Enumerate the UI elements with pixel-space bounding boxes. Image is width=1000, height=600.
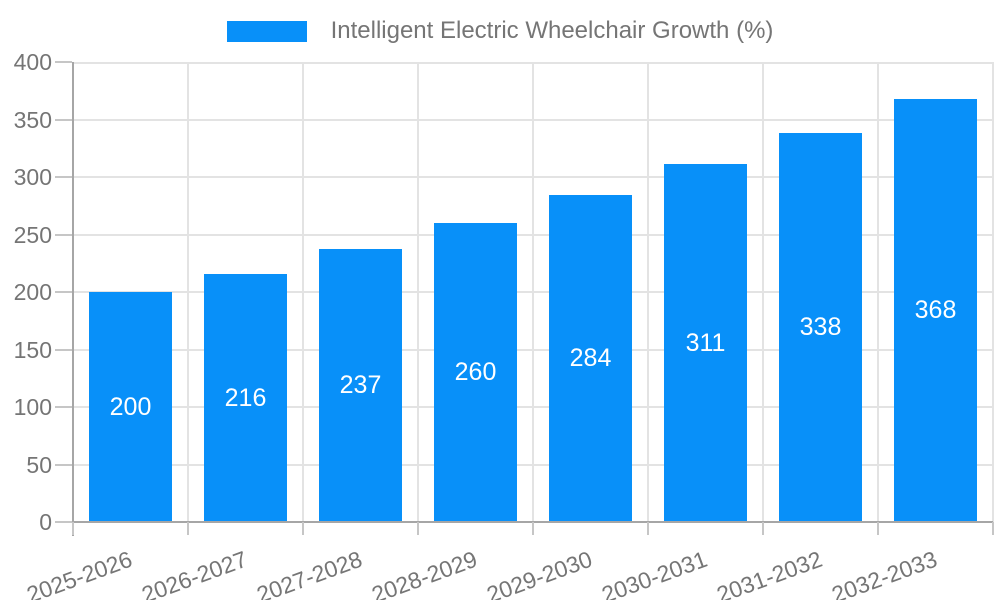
x-tick-label: 2027-2028 [253, 545, 366, 600]
y-tick-label: 300 [13, 164, 52, 190]
plot-area: 200 216 237 260 284 311 338 368 [73, 62, 994, 522]
y-tick-label: 100 [13, 394, 52, 420]
bar[interactable]: 338 [779, 133, 862, 522]
x-tick-label: 2028-2029 [368, 545, 481, 600]
x-axis-tick [187, 522, 189, 535]
bar-value-label: 284 [569, 344, 612, 372]
y-tick-label: 0 [39, 509, 52, 535]
y-axis-tick [55, 406, 72, 408]
bar-value-label: 216 [224, 383, 267, 412]
y-axis-tick [55, 234, 72, 236]
bar-value-label: 237 [339, 371, 382, 399]
bar-value-label: 260 [454, 358, 497, 386]
legend[interactable]: Intelligent Electric Wheelchair Growth (… [0, 17, 1000, 45]
x-tick-label: 2025-2026 [23, 545, 136, 600]
x-axis-tick [417, 522, 419, 535]
y-tick-label: 200 [13, 279, 52, 305]
bar[interactable]: 284 [549, 195, 632, 522]
x-axis-tick [647, 522, 649, 535]
x-tick-label: 2030-2031 [598, 545, 711, 600]
y-axis-tick [55, 119, 72, 121]
y-axis-tick [55, 61, 72, 63]
legend-color-swatch [226, 20, 307, 42]
bar[interactable]: 260 [434, 223, 517, 522]
y-axis-tick [55, 291, 72, 293]
legend-label: Intelligent Electric Wheelchair Growth (… [330, 17, 774, 44]
gridline [187, 62, 189, 522]
gridline [647, 62, 649, 522]
gridline [417, 62, 419, 522]
bar-value-label: 338 [799, 313, 842, 341]
x-axis-tick [302, 522, 304, 535]
bar[interactable]: 311 [664, 164, 747, 522]
y-axis-tick [55, 521, 72, 523]
y-tick-label: 250 [13, 222, 52, 248]
y-tick-label: 350 [13, 107, 52, 133]
x-axis-tick [532, 522, 534, 535]
y-tick-label: 400 [13, 49, 52, 75]
x-axis-tick [762, 522, 764, 535]
x-tick-label: 2029-2030 [483, 545, 596, 600]
y-axis-tick [55, 176, 72, 178]
y-tick-label: 150 [13, 337, 52, 363]
y-tick-label: 50 [26, 452, 52, 478]
bar-value-label: 200 [109, 392, 152, 421]
gridline [532, 62, 534, 522]
bar[interactable]: 216 [204, 274, 287, 522]
bar[interactable]: 200 [89, 292, 172, 522]
x-tick-label: 2026-2027 [138, 545, 251, 600]
bar[interactable]: 237 [319, 249, 402, 522]
gridline [992, 62, 994, 522]
x-axis-tick [72, 522, 74, 535]
x-axis-tick [877, 522, 879, 535]
y-axis-tick [55, 464, 72, 466]
bar[interactable]: 368 [894, 99, 977, 522]
gridline [877, 62, 879, 522]
gridline [302, 62, 304, 522]
bar-value-label: 311 [685, 328, 726, 357]
x-axis-tick [992, 522, 994, 535]
x-tick-label: 2032-2033 [828, 545, 941, 600]
bar-value-label: 368 [914, 296, 957, 324]
y-axis-line [72, 62, 74, 536]
y-axis-tick [55, 349, 72, 351]
x-tick-label: 2031-2032 [713, 545, 826, 600]
gridline [762, 62, 764, 522]
